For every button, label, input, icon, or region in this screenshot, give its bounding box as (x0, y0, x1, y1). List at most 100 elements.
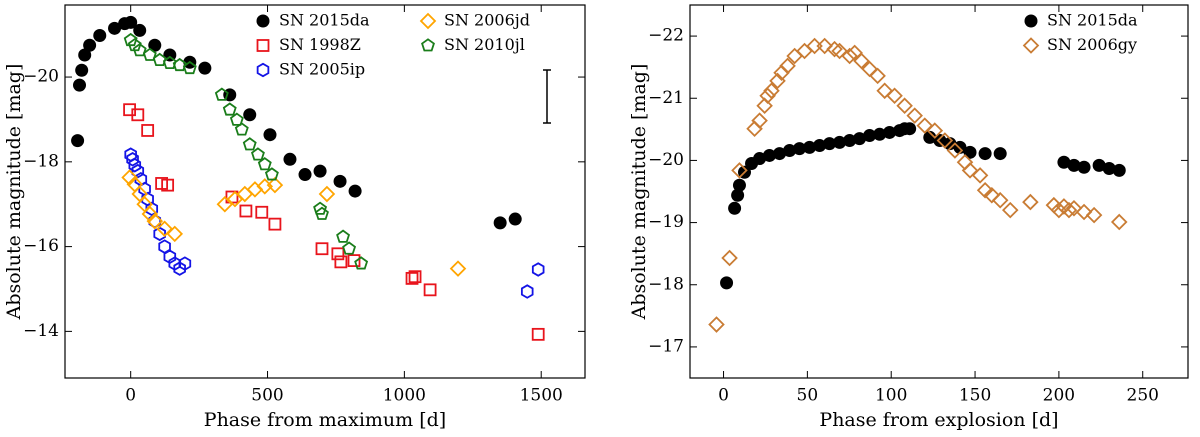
x-tick-label: 50 (797, 386, 819, 406)
x-tick-label: 0 (125, 386, 136, 406)
point (508, 212, 522, 226)
point (347, 254, 361, 267)
point (315, 242, 329, 256)
point (315, 206, 329, 220)
point (916, 117, 934, 134)
point (242, 137, 257, 151)
y-tick-label: −18 (23, 151, 59, 171)
point (1085, 206, 1103, 224)
point (298, 168, 312, 182)
point (759, 87, 776, 105)
point (142, 47, 157, 61)
point (1075, 203, 1093, 221)
point (133, 23, 147, 37)
point (720, 276, 734, 290)
point (331, 247, 345, 261)
point (869, 67, 886, 85)
point (520, 284, 534, 299)
x-tick-label: 100 (875, 386, 907, 406)
point (841, 47, 858, 65)
point (728, 201, 742, 215)
point (313, 164, 327, 178)
point (721, 249, 738, 267)
point (1077, 160, 1091, 174)
point (753, 152, 767, 166)
typical-error-bar (543, 69, 551, 124)
point (239, 204, 253, 218)
point (268, 217, 282, 231)
point (823, 137, 837, 151)
point (234, 122, 249, 136)
point (708, 316, 725, 333)
y-axis-label: Absolute magnitude [mag] (3, 64, 25, 321)
point (126, 152, 139, 167)
point (162, 55, 177, 69)
point (156, 220, 173, 238)
point (236, 185, 254, 203)
point (132, 43, 147, 57)
point (1057, 155, 1071, 169)
y-tick-label: −20 (648, 150, 684, 170)
point (83, 38, 97, 52)
x-tick-label: 1000 (383, 386, 426, 406)
point (354, 256, 369, 270)
legend-label: SN 2015da (1047, 11, 1138, 30)
point (173, 261, 186, 276)
point (283, 152, 297, 166)
x-tick-label: 150 (959, 386, 991, 406)
point (971, 167, 989, 184)
point (250, 147, 265, 161)
point (161, 178, 175, 192)
point (873, 127, 887, 141)
point (1110, 213, 1128, 231)
point (983, 186, 1001, 204)
point (732, 178, 746, 192)
point (178, 256, 192, 271)
point (1112, 163, 1126, 177)
point (264, 167, 279, 181)
legend-label: SN 1998Z (279, 35, 361, 54)
point (226, 190, 244, 208)
point (121, 169, 138, 186)
legend-marker (419, 12, 437, 30)
point (449, 260, 467, 277)
point (833, 135, 847, 149)
point (831, 42, 848, 60)
x-tick-label: 1500 (520, 386, 563, 406)
point (313, 201, 328, 215)
point (333, 174, 347, 188)
point (334, 255, 348, 269)
point (141, 205, 159, 223)
point (216, 195, 234, 213)
legend-marker (421, 38, 435, 52)
point (1022, 193, 1039, 211)
point (266, 176, 284, 194)
x-axis-label: Phase from explosion [d] (819, 409, 1058, 431)
legend-marker (256, 62, 270, 78)
point (886, 87, 903, 105)
point (166, 225, 184, 243)
point (816, 37, 833, 55)
point (405, 271, 419, 285)
x-tick-label: 250 (1127, 386, 1159, 406)
y-tick-label: −19 (648, 212, 684, 232)
axes-frame (689, 4, 1189, 379)
point (93, 29, 107, 43)
point (131, 108, 145, 122)
point (172, 57, 187, 72)
y-tick-label: −16 (23, 236, 59, 256)
point (348, 184, 362, 198)
point (933, 134, 947, 148)
x-axis-label: Phase from maximum [d] (204, 409, 446, 431)
point (923, 130, 937, 144)
point (946, 142, 964, 159)
point (75, 63, 89, 77)
point (214, 87, 229, 101)
point (1060, 201, 1078, 219)
point (408, 270, 422, 284)
point (423, 283, 437, 297)
point (146, 212, 164, 230)
point (153, 226, 166, 242)
y-tick-label: −21 (648, 88, 684, 108)
point (1065, 200, 1083, 217)
